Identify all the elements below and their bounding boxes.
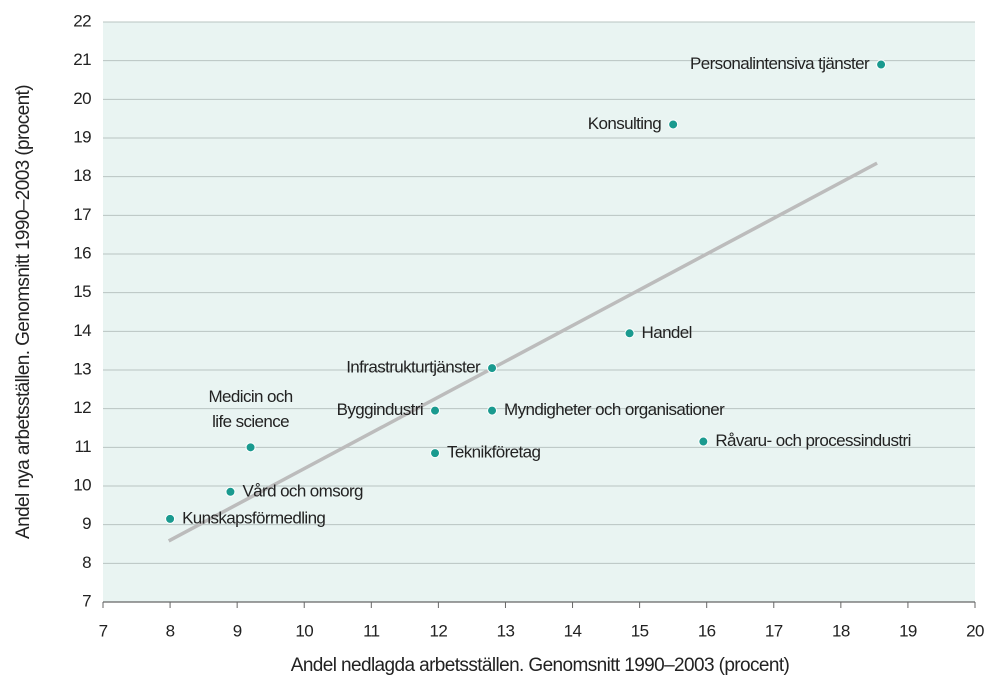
y-tick-label: 21 bbox=[73, 50, 91, 69]
point bbox=[624, 328, 635, 339]
x-tick-label: 14 bbox=[564, 621, 582, 640]
point-label: Myndigheter och organisationer bbox=[504, 400, 725, 419]
y-tick-label: 19 bbox=[73, 127, 91, 146]
x-tick-label: 11 bbox=[363, 621, 380, 640]
y-tick-label: 10 bbox=[73, 475, 91, 494]
point bbox=[668, 119, 679, 130]
y-tick-label: 14 bbox=[73, 321, 91, 340]
y-tick-label: 13 bbox=[73, 359, 91, 378]
point bbox=[430, 448, 441, 459]
x-tick-label: 16 bbox=[698, 621, 716, 640]
point-label: Vård och omsorg bbox=[242, 481, 363, 500]
point-label: life science bbox=[212, 412, 289, 431]
x-tick-label: 12 bbox=[430, 621, 448, 640]
point bbox=[245, 442, 256, 453]
y-tick-label: 22 bbox=[73, 11, 91, 30]
point bbox=[430, 405, 441, 416]
x-tick-label: 15 bbox=[631, 621, 649, 640]
point-label: Infrastrukturtjänster bbox=[346, 358, 481, 377]
x-tick-label: 7 bbox=[99, 621, 108, 640]
y-tick-label: 18 bbox=[73, 166, 91, 185]
y-tick-label: 12 bbox=[73, 398, 91, 417]
y-tick-label: 17 bbox=[73, 205, 91, 224]
y-tick-label: 20 bbox=[73, 89, 91, 108]
plot-area bbox=[103, 22, 975, 602]
y-tick-label: 11 bbox=[75, 437, 92, 456]
point-label: Byggindustri bbox=[337, 400, 423, 419]
y-tick-label: 7 bbox=[82, 591, 91, 610]
y-axis-label: Andel nya arbetsställen. Genomsnitt 1990… bbox=[13, 85, 34, 539]
x-tick-label: 20 bbox=[966, 621, 984, 640]
y-tick-label: 9 bbox=[82, 514, 91, 533]
point bbox=[487, 405, 498, 416]
y-tick-label: 16 bbox=[73, 243, 91, 262]
y-tick-label: 8 bbox=[82, 553, 91, 572]
x-tick-label: 10 bbox=[295, 621, 313, 640]
point bbox=[225, 486, 236, 497]
point bbox=[165, 513, 176, 524]
x-tick-label: 18 bbox=[832, 621, 850, 640]
x-tick-label: 19 bbox=[899, 621, 917, 640]
point bbox=[487, 363, 498, 374]
point-label: Råvaru- och processindustri bbox=[715, 431, 910, 450]
point-label: Teknikföretag bbox=[447, 443, 540, 462]
point-label: Kunskapsförmedling bbox=[182, 508, 325, 527]
x-tick-label: 9 bbox=[233, 621, 242, 640]
x-tick-label: 13 bbox=[497, 621, 515, 640]
point-label: Handel bbox=[642, 323, 692, 342]
point-label: Personalintensiva tjänster bbox=[690, 54, 870, 73]
x-tick-label: 8 bbox=[166, 621, 175, 640]
point bbox=[698, 436, 709, 447]
x-axis-label: Andel nedlagda arbetsställen. Genomsnitt… bbox=[291, 655, 790, 676]
y-tick-label: 15 bbox=[73, 282, 91, 301]
point-label: Konsulting bbox=[588, 114, 662, 133]
x-tick-label: 17 bbox=[765, 621, 783, 640]
point-label: Medicin och bbox=[209, 387, 293, 406]
trend-line bbox=[167, 161, 878, 543]
point bbox=[876, 59, 887, 70]
